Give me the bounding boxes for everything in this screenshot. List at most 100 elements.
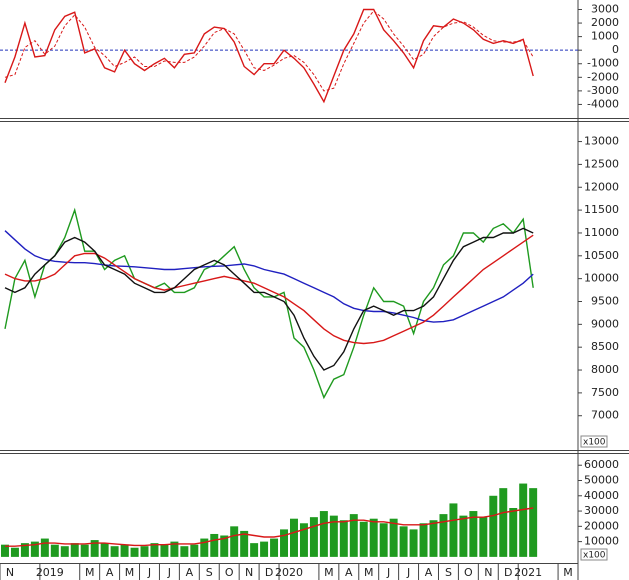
unit-label: x100 (583, 551, 606, 561)
volume-bar (120, 544, 129, 557)
y-tick-label: 50000 (584, 474, 619, 487)
volume-bar (140, 546, 149, 557)
x-tick-label: M (324, 566, 334, 579)
x-tick-label: D (265, 566, 273, 579)
y-tick-label: 1000 (591, 30, 619, 43)
x-tick-label: J (386, 566, 390, 579)
volume-bar (40, 538, 49, 557)
y-tick-label: 11000 (584, 226, 619, 239)
volume-bar (499, 488, 508, 557)
volume-bar (289, 518, 298, 557)
volume-bar (110, 546, 119, 557)
y-tick-label: 0 (612, 43, 619, 56)
volume-bar (150, 543, 159, 557)
y-tick-label: 30000 (584, 504, 619, 517)
volume-bar (210, 533, 219, 557)
series-line (4, 227, 534, 371)
volume-bar (489, 495, 498, 557)
series-line (5, 507, 534, 547)
x-tick-label: M (563, 566, 573, 579)
volume-bar (359, 521, 368, 557)
volume-bar (439, 514, 448, 557)
series-line (4, 10, 534, 92)
y-tick-label: 10000 (584, 272, 619, 285)
y-tick-label: 8500 (591, 340, 619, 353)
volume-bar (50, 544, 59, 557)
x-tick-label: A (345, 566, 353, 579)
y-tick-label: 8000 (591, 363, 619, 376)
unit-box (580, 548, 608, 561)
volume-bar (190, 544, 199, 557)
y-tick-label: -4000 (587, 97, 619, 110)
y-tick-label: 10000 (584, 535, 619, 548)
y-tick-label: 11500 (584, 203, 619, 216)
x-tick-label: A (106, 566, 114, 579)
volume-bar (509, 508, 518, 557)
volume-bar (329, 515, 338, 557)
volume-bar (409, 529, 418, 557)
volume-bar (319, 511, 328, 557)
volume-bar (90, 540, 99, 557)
volume-bar (459, 515, 468, 557)
volume-bar (449, 503, 458, 557)
x-tick-label: A (186, 566, 194, 579)
volume-bar (60, 546, 69, 557)
volume-bar (10, 547, 19, 557)
y-tick-label: 40000 (584, 489, 619, 502)
volume-bar (0, 544, 9, 557)
x-tick-label: M (125, 566, 135, 579)
volume-bar (419, 523, 428, 557)
x-tick-label: J (147, 566, 151, 579)
x-tick-label: A (425, 566, 433, 579)
x-tick-label: S (445, 566, 452, 579)
volume-bar (230, 526, 239, 557)
volume-bar (220, 535, 229, 557)
volume-bar (429, 520, 438, 557)
y-tick-label: 2000 (591, 16, 619, 29)
volume-bar (479, 517, 488, 557)
x-tick-label: J (167, 566, 171, 579)
y-tick-label: -2000 (587, 70, 619, 83)
y-tick-label: -1000 (587, 57, 619, 70)
volume-bar (389, 518, 398, 557)
volume-bar (399, 526, 408, 557)
volume-bar (309, 517, 318, 557)
volume-bar (519, 483, 528, 557)
y-tick-label: 9500 (591, 294, 619, 307)
series-line (4, 8, 534, 104)
x-tick-label: D (504, 566, 512, 579)
volume-bar (130, 547, 139, 557)
volume-bar (260, 541, 269, 557)
x-tick-label: N (6, 566, 14, 579)
volume-bar (270, 538, 279, 557)
volume-bar (80, 544, 89, 557)
series-line (4, 230, 534, 323)
volume-bar (20, 543, 29, 557)
y-tick-label: 12500 (584, 157, 619, 170)
y-tick-label: 7000 (591, 409, 619, 422)
series-line (4, 234, 534, 345)
y-tick-label: 3000 (591, 2, 619, 15)
series-line (4, 207, 534, 400)
x-tick-label: S (206, 566, 213, 579)
x-tick-label: 2020 (275, 566, 303, 579)
volume-bar (70, 543, 79, 557)
x-tick-label: M (85, 566, 95, 579)
volume-bar (369, 518, 378, 557)
x-tick-label: O (225, 566, 234, 579)
x-tick-label: 2019 (36, 566, 64, 579)
volume-bar (280, 529, 289, 557)
volume-bar (379, 523, 388, 557)
y-tick-label: 13000 (584, 135, 619, 148)
y-tick-label: 9000 (591, 317, 619, 330)
x-tick-label: O (464, 566, 473, 579)
y-tick-label: -3000 (587, 84, 619, 97)
x-tick-label: N (484, 566, 492, 579)
x-tick-label: 2021 (514, 566, 542, 579)
unit-box (580, 435, 608, 448)
volume-bar (180, 546, 189, 557)
volume-bar (100, 543, 109, 557)
